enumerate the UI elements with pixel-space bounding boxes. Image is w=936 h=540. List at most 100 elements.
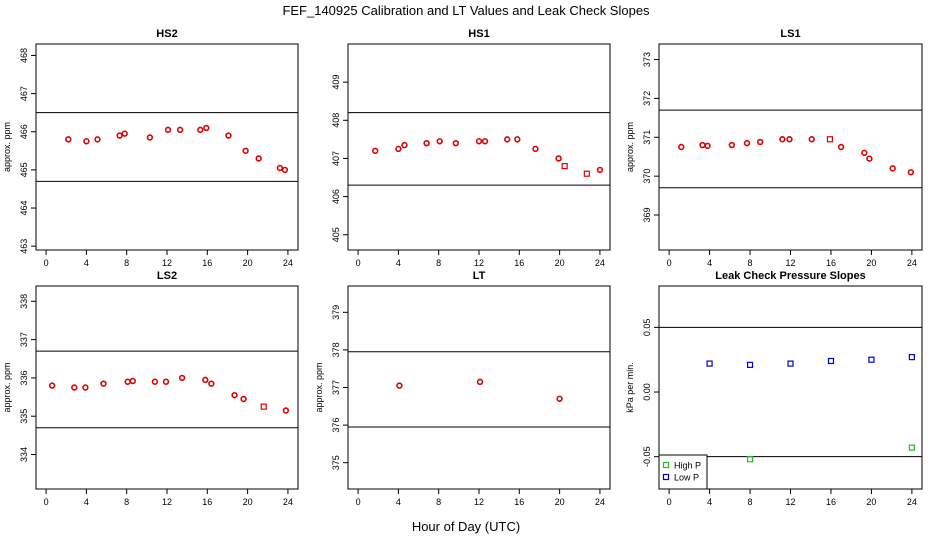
legend-marker xyxy=(662,473,670,481)
data-point xyxy=(908,354,915,361)
chart-panel-6: Leak Check Pressure Slopes kPa per min. 0 4… xyxy=(625,270,923,507)
data-point xyxy=(151,378,159,385)
x-tick-label: 12 xyxy=(474,497,484,507)
y-tick-label: 376 xyxy=(331,418,341,433)
legend-marker xyxy=(662,461,670,469)
data-point xyxy=(889,165,896,172)
x-tick-label: 20 xyxy=(243,497,253,507)
data-point xyxy=(208,380,215,387)
y-tick-label: 334 xyxy=(19,447,29,462)
data-point xyxy=(866,155,873,162)
data-point xyxy=(202,376,209,384)
x-tick-label: 8 xyxy=(748,497,753,507)
data-point xyxy=(162,378,170,385)
y-tick-label: 372 xyxy=(642,91,652,106)
data-point xyxy=(372,147,379,155)
x-tick-label: 0 xyxy=(356,497,361,507)
data-point xyxy=(475,138,483,145)
legend-label: High P xyxy=(674,461,701,471)
data-point xyxy=(164,126,172,134)
data-point xyxy=(556,395,563,402)
x-tick-label: 20 xyxy=(555,497,565,507)
data-point xyxy=(532,145,539,153)
data-point xyxy=(178,374,186,382)
data-point xyxy=(242,147,249,155)
y-tick-label: 0.00 xyxy=(642,383,652,401)
data-point xyxy=(746,456,754,463)
data-point xyxy=(699,141,706,149)
x-tick-label: 0 xyxy=(356,258,361,268)
data-point xyxy=(787,360,794,367)
chart-panel-3: LS1 approx. ppm 0 4 8 12 16 20 24 369 370 371 372 373 xyxy=(625,28,923,268)
y-tick-label: 377 xyxy=(331,380,341,395)
x-tick-label: 12 xyxy=(162,258,172,268)
panel-title: LS2 xyxy=(157,270,177,282)
data-point xyxy=(94,136,101,143)
data-point xyxy=(504,136,511,143)
data-point xyxy=(746,361,754,368)
data-point xyxy=(861,149,868,157)
data-point xyxy=(827,357,835,365)
x-tick-label: 20 xyxy=(555,258,565,268)
data-point xyxy=(808,136,815,143)
data-point xyxy=(779,136,786,143)
y-tick-label: 407 xyxy=(331,151,341,166)
x-tick-label: 24 xyxy=(595,258,605,268)
data-point xyxy=(907,169,915,176)
x-tick-label: 8 xyxy=(124,258,129,268)
y-tick-label: 467 xyxy=(19,86,29,101)
data-point xyxy=(452,139,460,147)
data-point xyxy=(129,377,136,385)
chart-panel-5: LT approx. ppm 0 4 8 12 16 20 24 375 376 377 378 379 xyxy=(314,270,611,507)
y-tick-label: 466 xyxy=(19,124,29,139)
data-point xyxy=(401,141,408,149)
plot-frame xyxy=(35,285,299,490)
data-point xyxy=(743,139,751,147)
y-tick-label: 370 xyxy=(642,169,652,184)
figure-xlabel: Hour of Day (UTC) xyxy=(412,519,520,534)
data-point xyxy=(728,141,736,149)
data-point xyxy=(561,162,568,170)
y-tick-label: 337 xyxy=(19,332,29,347)
y-tick-label: -0.05 xyxy=(642,446,652,467)
y-tick-label: 369 xyxy=(642,208,652,223)
data-point xyxy=(423,139,430,147)
plot-frame xyxy=(658,43,923,251)
data-point xyxy=(146,134,154,141)
y-tick-label: 465 xyxy=(19,162,29,177)
data-point xyxy=(678,143,685,151)
y-tick-label: 335 xyxy=(19,409,29,424)
x-tick-label: 24 xyxy=(283,497,293,507)
x-tick-label: 8 xyxy=(748,258,753,268)
data-point xyxy=(786,136,793,143)
x-tick-label: 16 xyxy=(202,258,212,268)
data-point xyxy=(255,155,262,162)
data-point xyxy=(436,138,443,145)
legend-box xyxy=(658,454,708,490)
x-tick-label: 4 xyxy=(707,258,712,268)
legend: High P Low P xyxy=(658,454,708,490)
y-axis-label: approx. ppm xyxy=(2,122,12,172)
plot-frame xyxy=(347,285,611,490)
panel-title: Leak Check Pressure Slopes xyxy=(715,270,865,282)
y-tick-label: 408 xyxy=(331,113,341,128)
x-tick-label: 12 xyxy=(162,497,172,507)
data-point xyxy=(282,407,290,414)
x-tick-label: 0 xyxy=(44,258,49,268)
x-tick-label: 16 xyxy=(514,258,524,268)
data-point xyxy=(826,136,834,143)
y-tick-label: 464 xyxy=(19,201,29,216)
y-axis-label: kPa per min. xyxy=(625,362,635,413)
y-tick-label: 378 xyxy=(331,342,341,357)
data-point xyxy=(476,378,484,386)
panel-title: HS1 xyxy=(468,28,489,40)
x-tick-label: 4 xyxy=(396,497,401,507)
x-tick-label: 20 xyxy=(243,258,253,268)
data-point xyxy=(583,170,590,177)
y-axis-label: approx. ppm xyxy=(625,122,635,172)
x-tick-label: 24 xyxy=(595,497,605,507)
data-point xyxy=(231,391,238,399)
data-point xyxy=(82,384,89,391)
x-tick-label: 4 xyxy=(84,497,89,507)
figure-title: FEF_140925 Calibration and LT Values and… xyxy=(282,3,650,18)
